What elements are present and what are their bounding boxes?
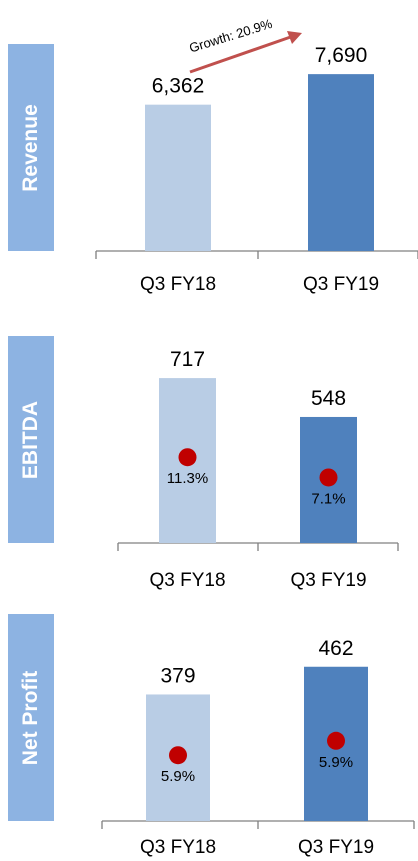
revenue-label: Revenue xyxy=(8,44,54,251)
bar-value-label: 7,690 xyxy=(315,44,368,67)
net-profit-chart: 379 Q3 FY18 5.9% 462 Q3 FY19 5.9% xyxy=(101,637,415,858)
margin-label: 7.1% xyxy=(311,490,345,507)
net-profit-panel: Net Profit 379 Q3 FY18 5.9% 462 Q3 FY19 5.9% xyxy=(0,600,418,861)
bar-value-label: 379 xyxy=(160,664,195,687)
bar-value-label: 462 xyxy=(318,637,353,660)
bar-q3-fy18 xyxy=(145,104,211,251)
category-label: Q3 FY19 xyxy=(303,274,379,295)
margin-marker xyxy=(327,731,345,750)
margin-marker xyxy=(319,468,338,487)
category-label: Q3 FY18 xyxy=(149,570,225,591)
growth-arrow-head xyxy=(287,31,302,44)
margin-label: 11.3% xyxy=(167,470,208,487)
bar-value-label: 548 xyxy=(311,387,346,410)
margin-label: 5.9% xyxy=(161,768,195,785)
ebitda-label: EBITDA xyxy=(8,336,54,543)
margin-marker xyxy=(169,746,187,765)
bar-q3-fy19 xyxy=(308,74,374,251)
category-label: Q3 FY18 xyxy=(140,837,216,858)
category-label: Q3 FY18 xyxy=(140,274,216,295)
ebitda-panel: EBITDA 717 Q3 FY18 11.3% 548 Q3 FY19 7.1% xyxy=(0,290,418,600)
revenue-panel: Revenue 6,362 Q3 FY18 7,690 Q3 FY19 Growth: … xyxy=(0,0,418,295)
bar-value-label: 6,362 xyxy=(152,75,205,98)
category-label: Q3 FY19 xyxy=(290,570,366,591)
ebitda-chart: 717 Q3 FY18 11.3% 548 Q3 FY19 7.1% xyxy=(117,348,399,591)
growth-label: Growth: 20.9% xyxy=(187,16,274,56)
net-profit-label: Net Profit xyxy=(8,614,54,821)
growth-arrow xyxy=(189,35,293,74)
revenue-chart: 6,362 Q3 FY18 7,690 Q3 FY19 Growth: 20.9% xyxy=(95,16,418,295)
category-label: Q3 FY19 xyxy=(298,837,374,858)
bar-value-label: 717 xyxy=(170,348,205,371)
margin-marker xyxy=(178,448,197,467)
margin-label: 5.9% xyxy=(319,754,353,771)
